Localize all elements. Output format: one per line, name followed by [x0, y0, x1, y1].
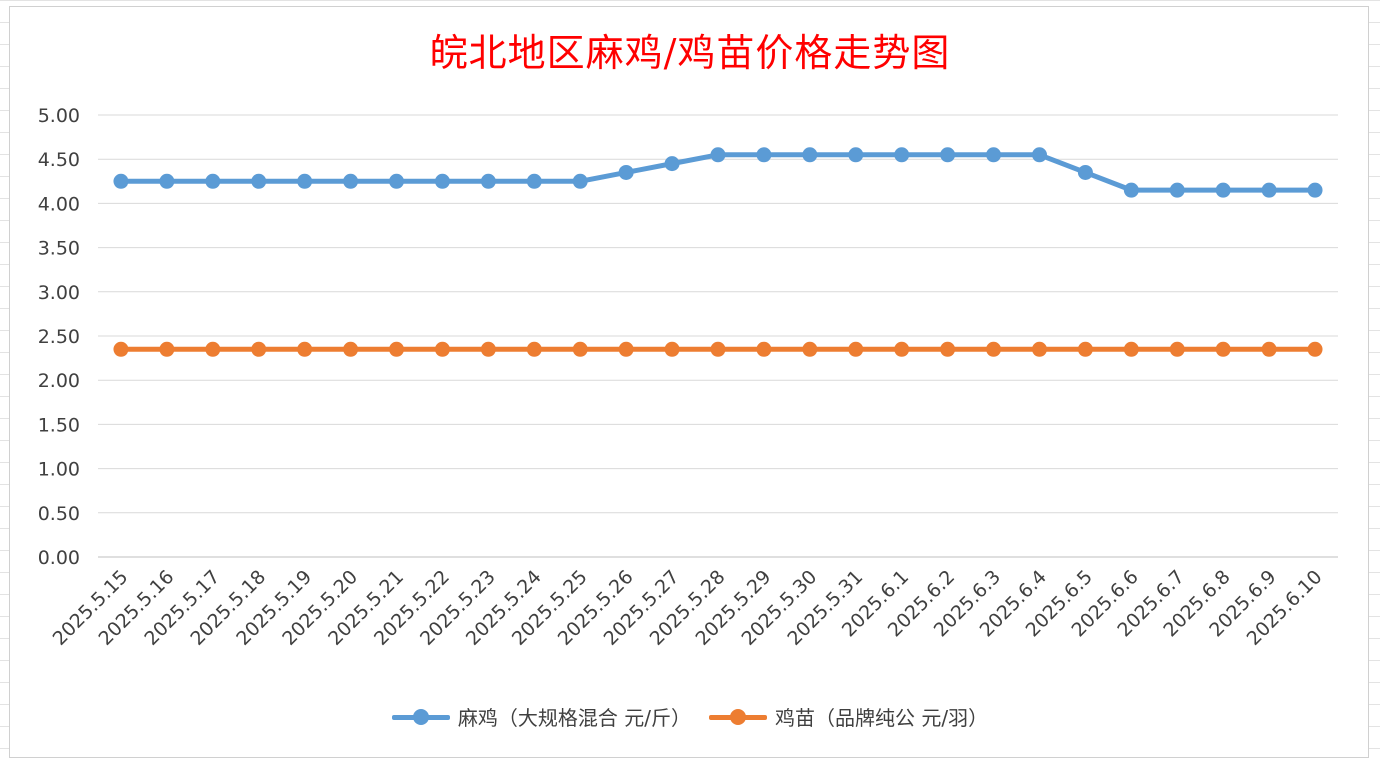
data-point-series-2 — [664, 341, 680, 357]
y-tick-label: 2.50 — [38, 326, 80, 348]
y-tick-label: 3.00 — [38, 282, 80, 304]
data-point-series-1 — [297, 173, 313, 189]
data-point-series-2 — [480, 341, 496, 357]
data-point-series-1 — [894, 147, 910, 163]
data-point-series-2 — [1123, 341, 1139, 357]
data-point-series-2 — [572, 341, 588, 357]
data-point-series-2 — [710, 341, 726, 357]
y-tick-label: 1.50 — [38, 414, 80, 436]
data-point-series-1 — [389, 173, 405, 189]
data-point-series-2 — [894, 341, 910, 357]
data-point-series-2 — [251, 341, 267, 357]
y-tick-label: 4.00 — [38, 193, 80, 215]
data-point-series-1 — [664, 156, 680, 172]
legend: 麻鸡（大规格混合 元/斤） 鸡苗（品牌纯公 元/羽） — [0, 702, 1380, 731]
chart-area[interactable] — [9, 6, 1369, 758]
data-point-series-2 — [756, 341, 772, 357]
data-point-series-1 — [1031, 147, 1047, 163]
data-point-series-2 — [205, 341, 221, 357]
data-point-series-1 — [159, 173, 175, 189]
data-point-series-1 — [434, 173, 450, 189]
data-point-series-2 — [1261, 341, 1277, 357]
y-tick-label: 2.00 — [38, 370, 80, 392]
legend-label-series-1: 麻鸡（大规格混合 元/斤） — [457, 706, 691, 730]
data-point-series-2 — [389, 341, 405, 357]
data-point-series-2 — [1307, 341, 1323, 357]
legend-marker-series-1 — [391, 707, 450, 727]
data-point-series-1 — [802, 147, 818, 163]
data-point-series-1 — [526, 173, 542, 189]
data-point-series-2 — [1169, 341, 1185, 357]
data-point-series-1 — [940, 147, 956, 163]
legend-marker-series-2 — [709, 707, 767, 727]
data-point-series-2 — [526, 341, 542, 357]
data-point-series-1 — [251, 173, 267, 189]
y-tick-label: 5.00 — [38, 105, 80, 127]
data-point-series-1 — [1123, 182, 1139, 198]
data-point-series-2 — [1215, 341, 1231, 357]
data-point-series-2 — [986, 341, 1002, 357]
y-tick-label: 0.50 — [38, 503, 80, 525]
y-tick-label: 0.00 — [38, 547, 80, 569]
data-point-series-1 — [1169, 182, 1185, 198]
data-point-series-2 — [940, 341, 956, 357]
data-point-series-1 — [572, 173, 588, 189]
data-point-series-1 — [986, 147, 1002, 163]
data-point-series-1 — [1215, 182, 1231, 198]
data-point-series-1 — [480, 173, 496, 189]
data-point-series-2 — [113, 341, 129, 357]
y-tick-label: 4.50 — [38, 149, 80, 171]
data-point-series-1 — [113, 173, 129, 189]
legend-item-series-1[interactable]: 麻鸡（大规格混合 元/斤） — [391, 702, 691, 731]
data-point-series-2 — [618, 341, 634, 357]
data-point-series-1 — [1307, 182, 1323, 198]
chart-title: 皖北地区麻鸡/鸡苗价格走势图 — [429, 31, 951, 75]
data-point-series-1 — [205, 173, 221, 189]
data-point-series-1 — [1261, 182, 1277, 198]
data-point-series-1 — [343, 173, 359, 189]
data-point-series-2 — [848, 341, 864, 357]
legend-item-series-2[interactable]: 鸡苗（品牌纯公 元/羽） — [709, 702, 988, 731]
y-tick-label: 3.50 — [38, 238, 80, 260]
data-point-series-2 — [1077, 341, 1093, 357]
data-point-series-2 — [159, 341, 175, 357]
data-point-series-1 — [1077, 164, 1093, 180]
data-point-series-1 — [710, 147, 726, 163]
data-point-series-2 — [434, 341, 450, 357]
data-point-series-1 — [756, 147, 772, 163]
data-point-series-2 — [1031, 341, 1047, 357]
y-tick-label: 1.00 — [38, 459, 80, 481]
data-point-series-2 — [343, 341, 359, 357]
data-point-series-2 — [802, 341, 818, 357]
legend-label-series-2: 鸡苗（品牌纯公 元/羽） — [775, 706, 989, 730]
data-point-series-2 — [297, 341, 313, 357]
data-point-series-1 — [618, 164, 634, 180]
data-point-series-1 — [848, 147, 864, 163]
